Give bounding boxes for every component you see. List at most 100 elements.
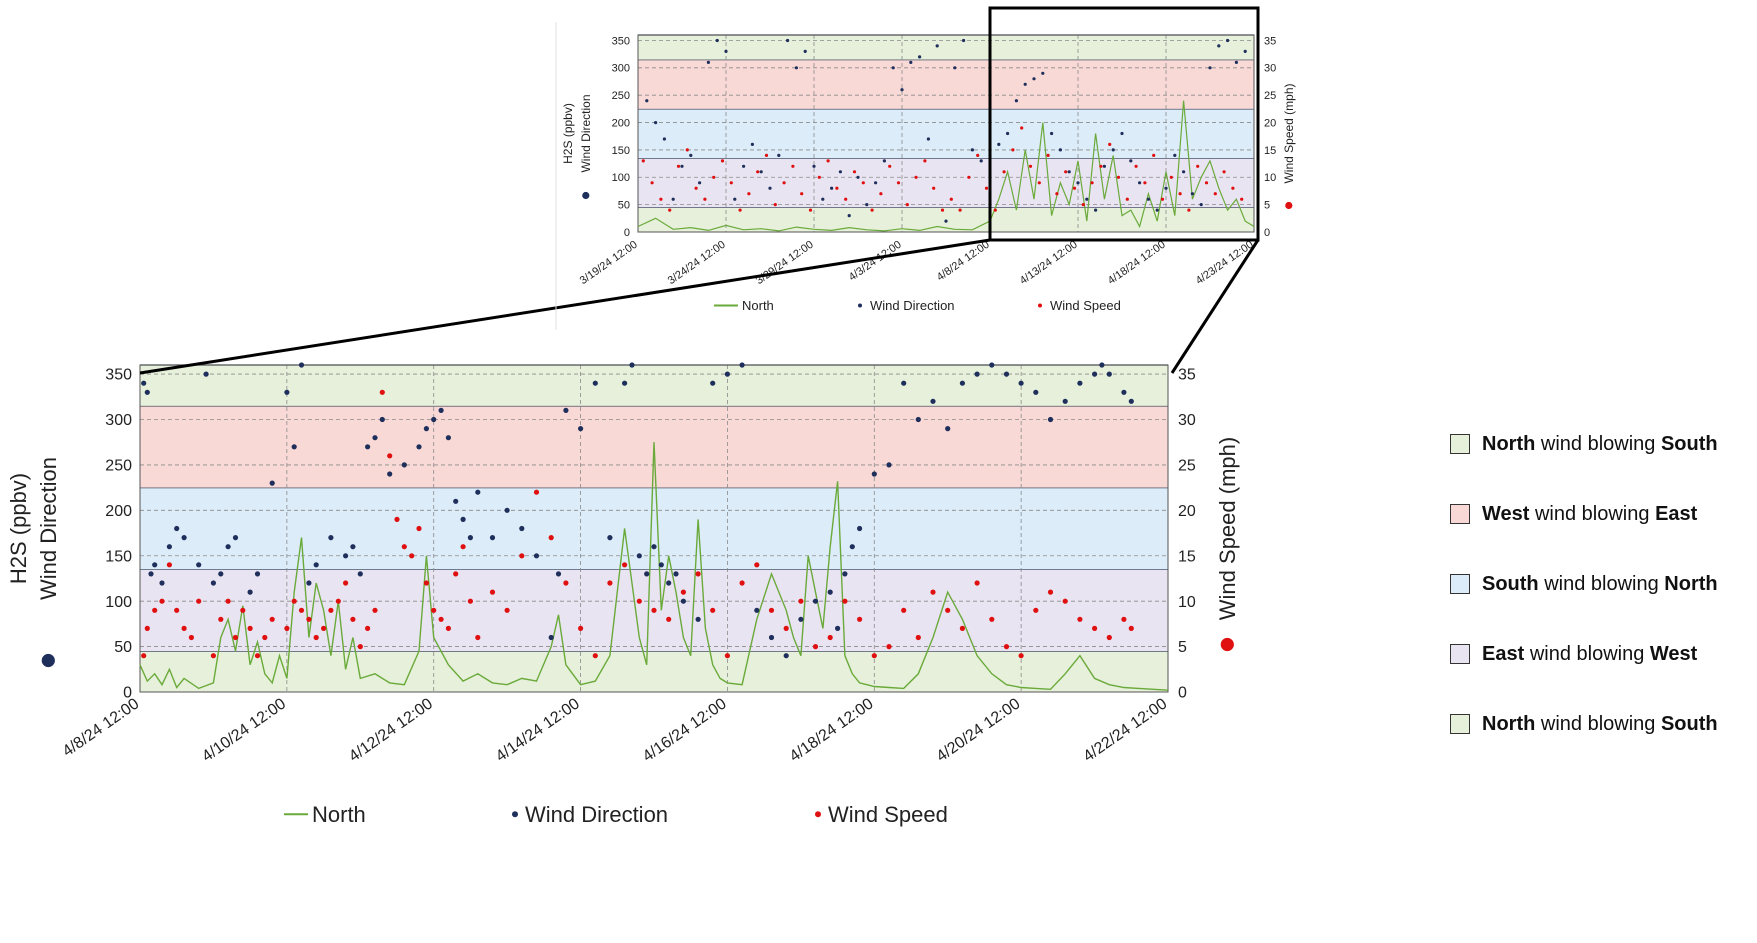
wind-direction-point [706, 60, 711, 64]
wind-direction-point [974, 371, 980, 377]
wind-direction-point [724, 49, 728, 54]
wind-speed-point [694, 186, 698, 190]
wind-speed-point [196, 598, 202, 604]
wind-direction-point [196, 562, 202, 568]
wind-direction-point [786, 38, 790, 43]
wind-speed-point [144, 625, 150, 632]
wind-speed-point [1204, 181, 1209, 185]
wind-speed-point [768, 607, 775, 613]
direction-legend-item: West wind blowing East [1450, 500, 1750, 528]
wind-speed-point [387, 453, 393, 459]
wind-speed-point [1033, 607, 1039, 613]
wind-direction-point [1243, 49, 1247, 54]
wind-direction-point [144, 389, 150, 395]
wind-speed-point [225, 598, 231, 604]
wind-speed-point [232, 634, 239, 641]
wind-speed-point [262, 634, 268, 641]
wind-direction-point [689, 153, 693, 157]
wind-speed-point [298, 607, 305, 613]
wind-direction-point [835, 625, 841, 632]
wind-direction-point [915, 416, 921, 423]
wind-speed-point [321, 625, 327, 632]
direction-band [140, 651, 1168, 692]
wind-direction-point [742, 164, 746, 168]
wind-direction-point [247, 589, 253, 595]
y-tick-label-right: 15 [1178, 548, 1196, 565]
wind-speed-point [1143, 181, 1147, 185]
wind-direction-point [298, 362, 305, 368]
wind-direction-point [1033, 389, 1039, 395]
wind-speed-point [680, 589, 687, 595]
wind-direction-point [962, 38, 966, 43]
wind-speed-point [857, 616, 863, 622]
wind-speed-point [563, 580, 569, 586]
wind-speed-point [871, 653, 877, 659]
wind-direction-point [953, 66, 957, 70]
wind-direction-point [269, 480, 275, 486]
wind-direction-marker-icon [41, 653, 55, 668]
wind-speed-point [1240, 197, 1244, 201]
wind-direction-point [750, 142, 755, 146]
wind-direction-point [901, 380, 907, 386]
wind-direction-point [291, 444, 297, 450]
wind-speed-point [372, 607, 378, 613]
wind-direction-point [1058, 148, 1062, 152]
wind-direction-point [989, 362, 995, 368]
legend-label: North [312, 802, 366, 827]
y-axis-label-wind-direction: Wind Direction [579, 94, 593, 172]
wind-speed-point [1090, 181, 1094, 185]
wind-direction-point [254, 571, 261, 577]
overview-chart: 0 50 100 150 200 250 300 350 0 5 10 15 20 25 30 35 3/19/… [561, 34, 1296, 313]
wind-direction-point [768, 634, 775, 641]
wind-direction-point [891, 66, 895, 70]
wind-direction-point [1199, 203, 1203, 207]
wind-direction-point [218, 571, 224, 577]
wind-direction-point [930, 398, 936, 404]
y-tick-label-right: 0 [1178, 685, 1187, 702]
x-tick-label: 4/10/24 12:00 [199, 695, 289, 765]
x-tick-label: 4/20/24 12:00 [934, 695, 1024, 765]
wind-speed-point [984, 186, 989, 190]
wind-speed-point [827, 634, 833, 641]
legend-label: Wind Speed [1050, 298, 1121, 313]
wind-speed-point [852, 170, 857, 174]
wind-direction-point [174, 525, 180, 532]
wind-speed-point [976, 153, 980, 157]
wind-speed-point [218, 616, 224, 622]
wind-speed-point [548, 535, 554, 541]
wind-direction-point [821, 197, 825, 201]
wind-direction-point [232, 535, 239, 541]
wind-direction-point [754, 607, 760, 613]
x-tick-label: 4/13/24 12:00 [1018, 239, 1080, 287]
wind-direction-point [1234, 60, 1238, 64]
legend-label: Wind Direction [870, 298, 955, 313]
wind-direction-point [935, 44, 939, 48]
wind-speed-point [764, 153, 769, 157]
wind-speed-point [1099, 164, 1103, 168]
north-series-line [139, 442, 1169, 691]
legend-marker-icon [858, 303, 862, 308]
wind-direction-point [431, 416, 437, 423]
direction-legend-item: South wind blowing North [1450, 570, 1750, 598]
wind-speed-point [1187, 208, 1191, 212]
wind-speed-point [826, 159, 830, 163]
wind-direction-point [666, 580, 672, 586]
wind-speed-point [1108, 142, 1112, 146]
x-tick-label: 4/18/24 12:00 [1106, 239, 1168, 287]
wind-direction-point [945, 426, 951, 432]
wind-speed-point [703, 197, 707, 201]
wind-speed-point [666, 616, 672, 622]
legend-text: East wind blowing West [1482, 642, 1698, 665]
wind-speed-point [152, 607, 158, 613]
wind-speed-point [932, 186, 936, 190]
wind-direction-point [1018, 380, 1024, 386]
wind-direction-point [1067, 170, 1071, 174]
legend-text: West wind blowing East [1482, 502, 1698, 525]
legend-swatch [1450, 714, 1470, 734]
wind-speed-point [174, 607, 180, 613]
wind-speed-point [989, 616, 995, 622]
wind-direction-point [733, 197, 737, 201]
wind-speed-point [905, 203, 909, 207]
wind-speed-point [343, 580, 349, 586]
